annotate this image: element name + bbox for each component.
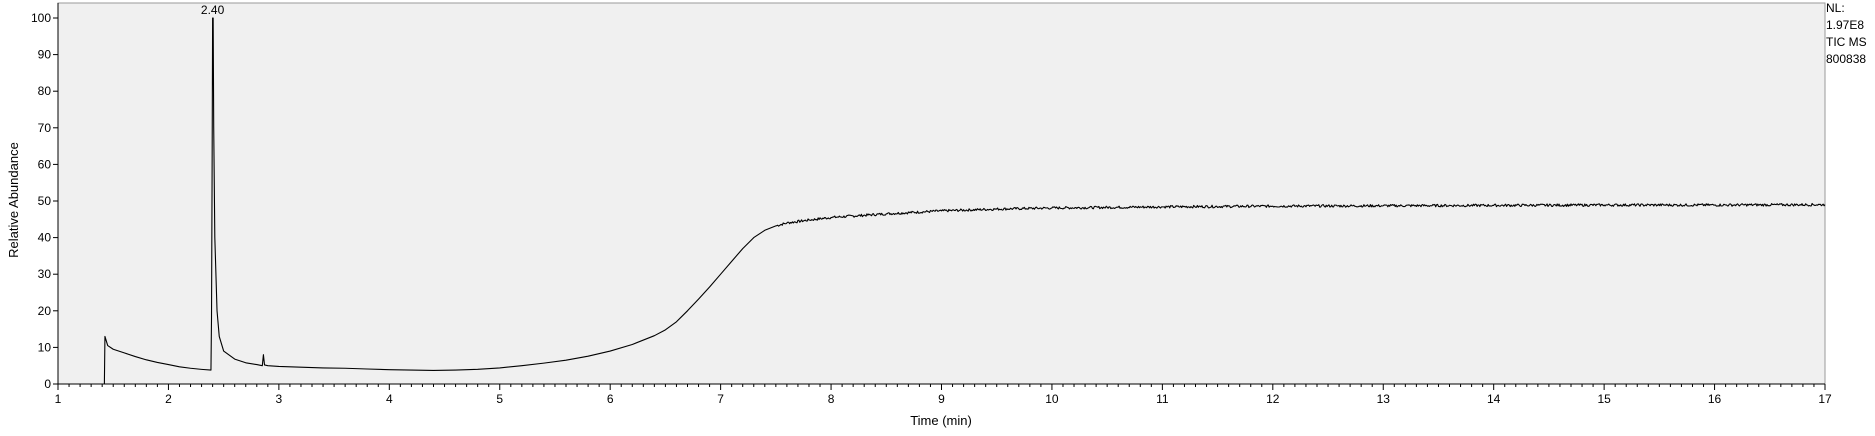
y-tick-label-20: 20 (38, 304, 52, 318)
x-tick-label-11: 11 (1156, 392, 1169, 406)
y-tick-label-80: 80 (38, 84, 52, 98)
plot-area (57, 2, 1826, 385)
y-tick-label-0: 0 (44, 377, 51, 391)
x-tick-label-12: 12 (1266, 392, 1280, 406)
nl-value: 1.97E8 (1826, 18, 1865, 32)
x-tick-label-14: 14 (1487, 392, 1501, 406)
y-tick-label-90: 90 (38, 48, 52, 62)
y-tick-label-60: 60 (38, 157, 52, 171)
x-tick-label-5: 5 (496, 392, 503, 406)
series-line-0 (58, 17, 1826, 385)
y-tick-label-40: 40 (38, 231, 52, 245)
x-tick-label-1: 1 (55, 392, 62, 406)
scan-filter: TIC MS (1826, 35, 1867, 49)
x-tick-label-4: 4 (386, 392, 393, 406)
y-tick-label-30: 30 (38, 267, 52, 281)
peak-label-0: 2.40 (201, 3, 225, 17)
x-tick-label-15: 15 (1597, 392, 1611, 406)
chart-marks: 1 2 3 4 5 6 7 8 9 10 11 12 13 14 15 16 17010203040506070… (31, 3, 1832, 406)
y-tick-label-70: 70 (38, 121, 52, 135)
normalization-info: NL: 1.97E8 TIC MS 800838 (1826, 0, 1875, 68)
nl-label: NL: (1826, 1, 1845, 15)
x-tick-label-6: 6 (607, 392, 614, 406)
file-id: 800838 (1826, 52, 1867, 66)
x-axis-title: Time (min) (910, 413, 972, 428)
x-tick-label-13: 13 (1377, 392, 1391, 406)
x-tick-label-17: 17 (1818, 392, 1832, 406)
y-tick-label-100: 100 (31, 11, 51, 25)
x-tick-label-10: 10 (1045, 392, 1059, 406)
x-tick-label-7: 7 (717, 392, 724, 406)
x-tick-label-8: 8 (828, 392, 835, 406)
y-tick-label-10: 10 (38, 340, 52, 354)
x-tick-label-16: 16 (1708, 392, 1722, 406)
y-tick-label-50: 50 (38, 194, 52, 208)
y-axis-title: Relative Abundance (6, 142, 21, 258)
x-tick-label-9: 9 (938, 392, 945, 406)
x-tick-label-3: 3 (276, 392, 283, 406)
x-tick-label-2: 2 (165, 392, 172, 406)
